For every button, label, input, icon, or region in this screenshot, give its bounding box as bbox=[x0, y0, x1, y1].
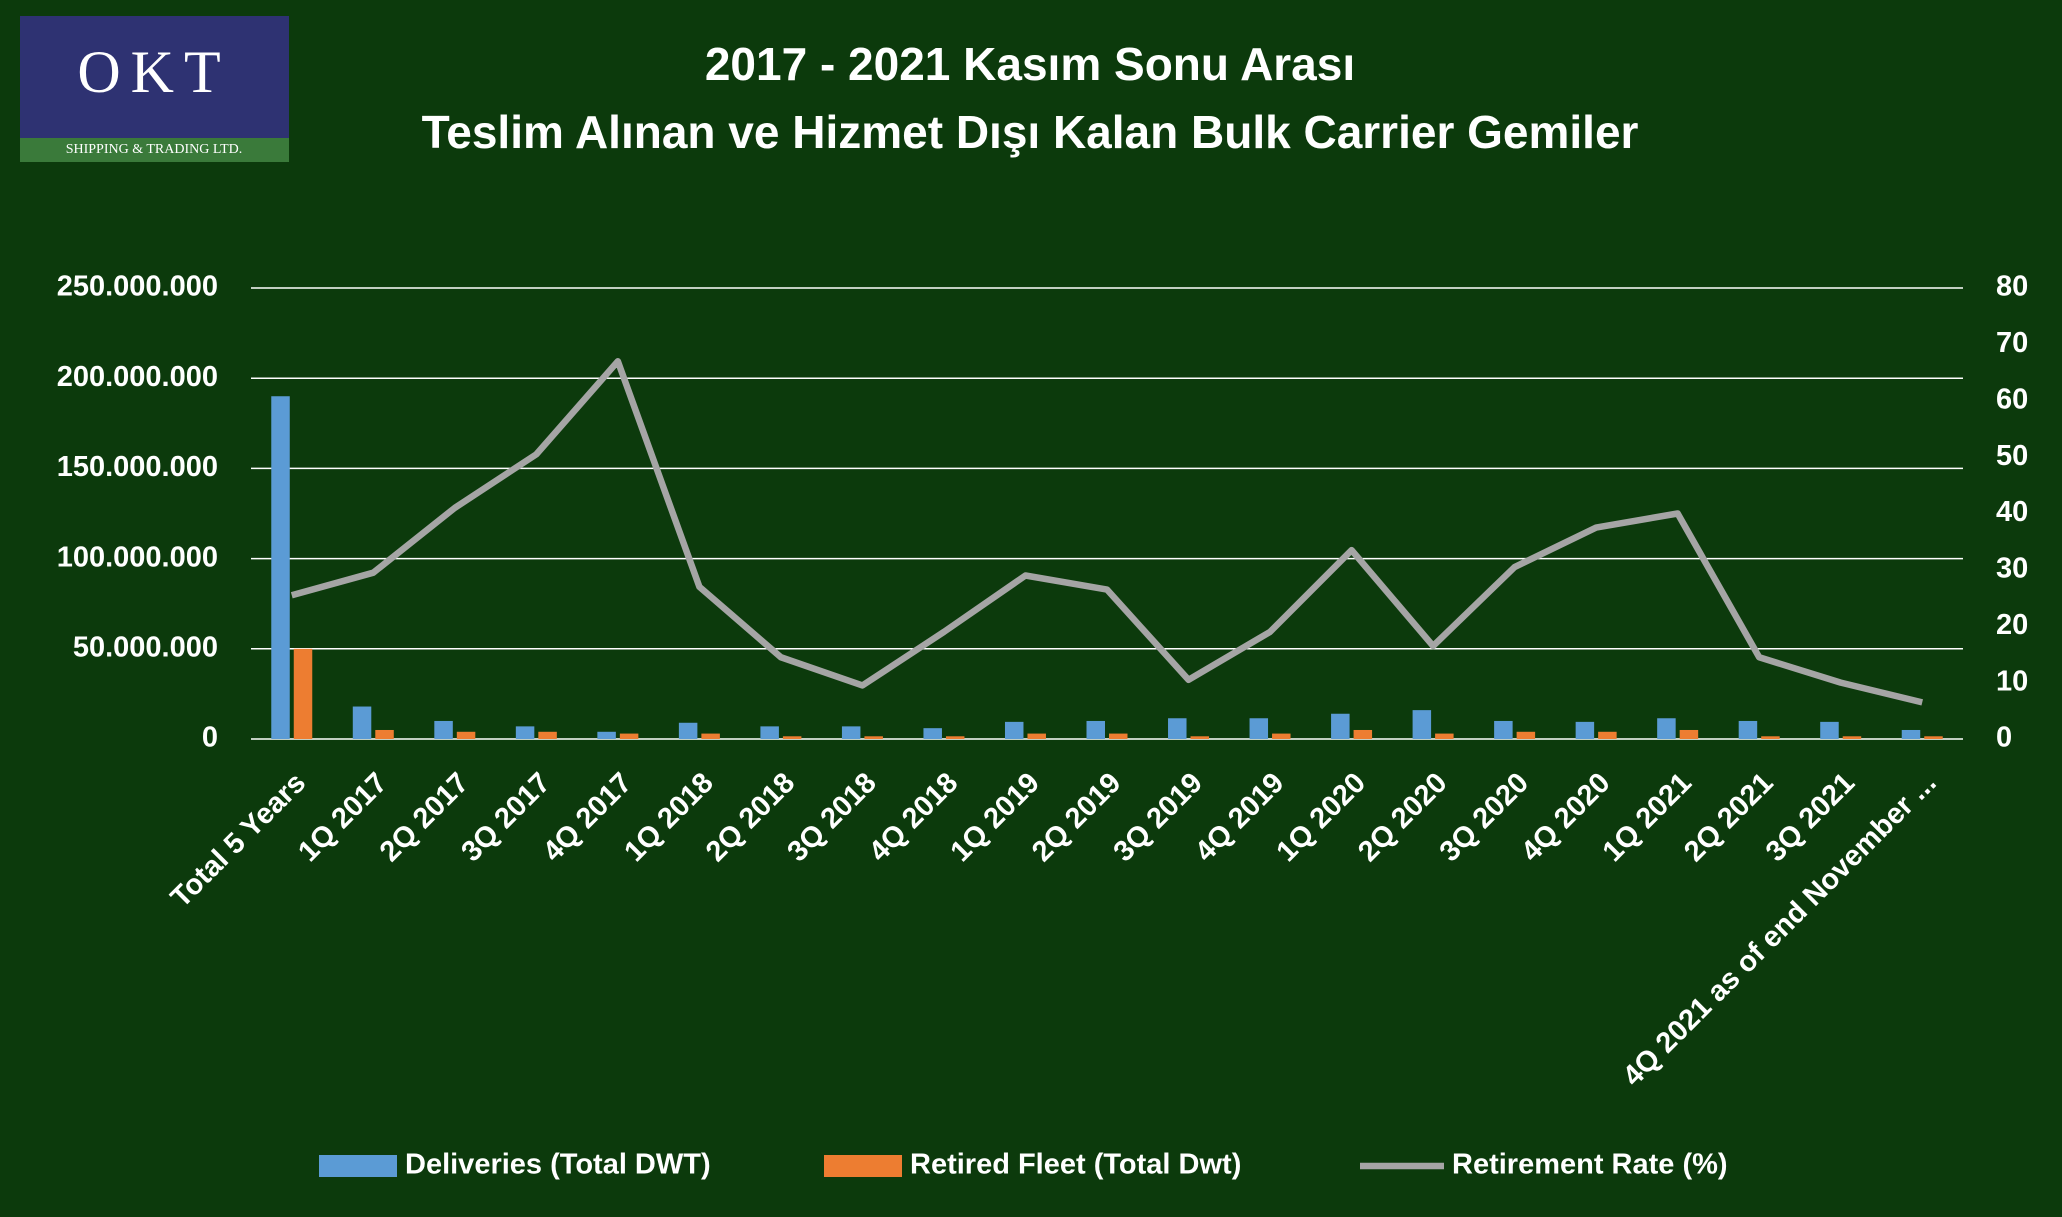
bar bbox=[864, 736, 883, 739]
y-tick-label: 200.000.000 bbox=[57, 361, 218, 393]
y2-tick-label: 40 bbox=[1996, 496, 2028, 528]
y-tick-label: 0 bbox=[202, 722, 218, 754]
y-tick-label: 100.000.000 bbox=[57, 541, 218, 573]
y2-tick-label: 60 bbox=[1996, 383, 2028, 415]
bar bbox=[841, 726, 861, 739]
y2-tick-label: 50 bbox=[1996, 440, 2028, 472]
bar bbox=[1657, 718, 1676, 739]
y2-tick-label: 20 bbox=[1996, 609, 2028, 641]
bar bbox=[1924, 736, 1943, 739]
chart-title: 2017 - 2021 Kasım Sonu Arası bbox=[705, 38, 1355, 90]
bar bbox=[782, 736, 802, 739]
y2-tick-label: 70 bbox=[1996, 327, 2028, 359]
bar bbox=[701, 733, 720, 739]
legend-swatch bbox=[824, 1155, 902, 1177]
y2-tick-label: 10 bbox=[1996, 665, 2028, 697]
bar bbox=[1331, 713, 1350, 739]
legend-label: Retirement Rate (%) bbox=[1452, 1149, 1728, 1181]
bar bbox=[1842, 736, 1862, 739]
bar bbox=[1679, 729, 1699, 739]
bar bbox=[1901, 729, 1921, 739]
line bbox=[290, 358, 1924, 706]
bar bbox=[1109, 733, 1128, 739]
bar bbox=[923, 728, 942, 739]
bar bbox=[293, 648, 313, 739]
y-tick-label: 150.000.000 bbox=[57, 451, 218, 483]
legend-label: Retired Fleet (Total Dwt) bbox=[910, 1149, 1241, 1181]
bar bbox=[375, 729, 394, 739]
logo-box bbox=[20, 16, 289, 162]
bar bbox=[1249, 718, 1269, 739]
bar bbox=[1738, 720, 1758, 739]
bar bbox=[538, 731, 557, 739]
y-tick-label: 50.000.000 bbox=[73, 631, 218, 663]
bar bbox=[1086, 720, 1105, 739]
bar bbox=[1761, 736, 1780, 739]
bar bbox=[434, 720, 453, 739]
bar bbox=[1598, 731, 1617, 739]
bar bbox=[1412, 710, 1432, 739]
legend-label: Deliveries (Total DWT) bbox=[405, 1149, 711, 1181]
bar bbox=[352, 706, 372, 739]
logo-tagline: SHIPPING & TRADING LTD. bbox=[66, 142, 243, 157]
bar bbox=[271, 396, 290, 739]
legend-swatch bbox=[319, 1155, 397, 1177]
bar bbox=[1027, 733, 1046, 739]
bar bbox=[1494, 720, 1513, 739]
logo-strip bbox=[20, 138, 289, 162]
bar bbox=[1820, 721, 1839, 739]
bar bbox=[1353, 729, 1373, 739]
bar bbox=[760, 726, 779, 739]
bar bbox=[1168, 718, 1187, 739]
bar bbox=[1516, 731, 1536, 739]
bar bbox=[1435, 733, 1454, 739]
y-tick-label: 250.000.000 bbox=[57, 271, 218, 303]
bar bbox=[945, 736, 965, 739]
bar bbox=[597, 731, 616, 739]
bar bbox=[1272, 733, 1291, 739]
chart-subtitle: Teslim Alınan ve Hizmet Dışı Kalan Bulk … bbox=[422, 106, 1639, 158]
y2-tick-label: 30 bbox=[1996, 553, 2028, 585]
bar bbox=[678, 722, 698, 739]
bar bbox=[515, 726, 535, 739]
bar bbox=[1004, 721, 1024, 739]
y2-tick-label: 0 bbox=[1996, 722, 2012, 754]
bar bbox=[1575, 721, 1595, 739]
bar bbox=[1190, 736, 1210, 739]
bar bbox=[456, 731, 476, 739]
bar bbox=[619, 733, 639, 739]
y2-tick-label: 80 bbox=[1996, 271, 2028, 303]
logo-mark: OKT bbox=[77, 39, 230, 105]
